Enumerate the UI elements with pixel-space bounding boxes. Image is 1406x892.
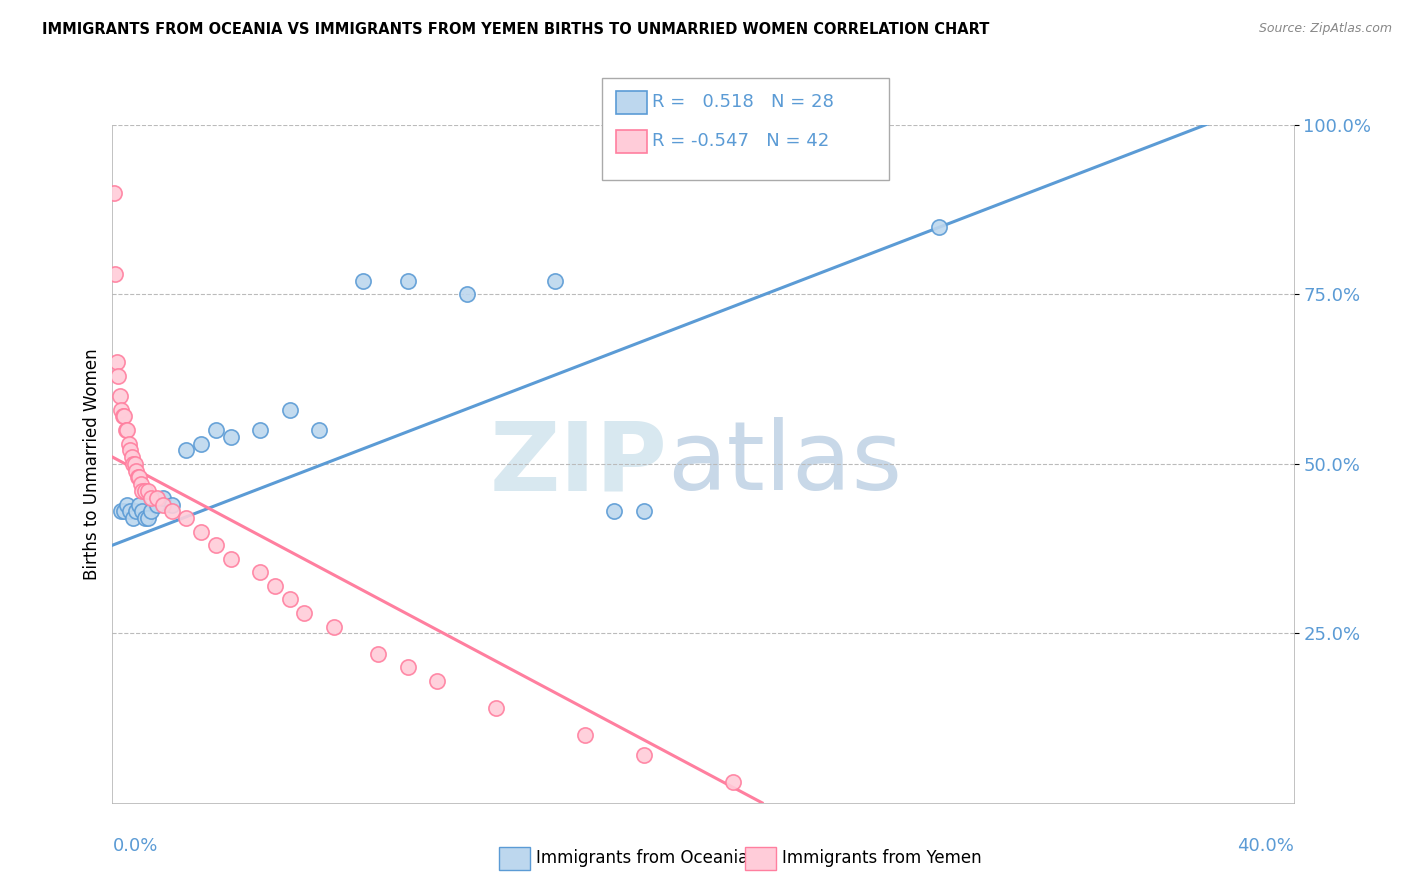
Point <box>633 504 655 518</box>
Point <box>544 274 567 288</box>
Text: atlas: atlas <box>668 417 903 510</box>
Point <box>125 504 148 518</box>
Point <box>152 491 174 505</box>
Y-axis label: Births to Unmarried Women: Births to Unmarried Women <box>83 348 101 580</box>
Point <box>139 491 162 505</box>
Point <box>103 186 125 200</box>
Point <box>367 647 389 661</box>
Point <box>152 498 174 512</box>
Point <box>117 498 138 512</box>
Point <box>124 457 146 471</box>
Point <box>136 483 159 498</box>
Point <box>190 524 212 539</box>
Point <box>112 409 135 424</box>
Point <box>146 498 169 512</box>
Point <box>396 660 419 674</box>
Point <box>136 511 159 525</box>
Point <box>219 430 242 444</box>
Point <box>278 592 301 607</box>
Point <box>308 423 330 437</box>
Point <box>574 728 596 742</box>
Point <box>112 504 135 518</box>
Point <box>120 504 142 518</box>
Point <box>129 477 152 491</box>
Text: ZIP: ZIP <box>489 417 668 510</box>
Point <box>110 402 132 417</box>
Point <box>456 287 478 301</box>
Point <box>292 606 315 620</box>
Text: R =   0.518   N = 28: R = 0.518 N = 28 <box>652 93 834 111</box>
Point <box>107 368 129 383</box>
Point <box>114 423 136 437</box>
Point <box>108 389 131 403</box>
Point <box>721 775 744 789</box>
Point <box>134 483 156 498</box>
Point <box>928 219 950 234</box>
Point <box>278 402 301 417</box>
Point <box>111 409 134 424</box>
Point <box>122 457 145 471</box>
Point <box>160 498 183 512</box>
Point <box>134 511 156 525</box>
Point <box>249 423 271 437</box>
Point <box>146 491 169 505</box>
Point <box>603 504 626 518</box>
Text: Immigrants from Yemen: Immigrants from Yemen <box>782 849 981 867</box>
Point <box>125 464 148 478</box>
Text: 0.0%: 0.0% <box>112 837 157 855</box>
Point <box>105 355 128 369</box>
Text: IMMIGRANTS FROM OCEANIA VS IMMIGRANTS FROM YEMEN BIRTHS TO UNMARRIED WOMEN CORRE: IMMIGRANTS FROM OCEANIA VS IMMIGRANTS FR… <box>42 22 990 37</box>
Point <box>174 443 197 458</box>
Point <box>249 566 271 580</box>
Point <box>117 423 138 437</box>
Point <box>174 511 197 525</box>
Point <box>131 483 153 498</box>
Point <box>352 274 374 288</box>
Point <box>396 274 419 288</box>
Point <box>104 267 127 281</box>
Point <box>131 504 153 518</box>
Point <box>122 511 145 525</box>
Point <box>264 579 287 593</box>
Point <box>485 701 508 715</box>
Point <box>110 504 132 518</box>
Point <box>127 470 149 484</box>
Point <box>205 423 228 437</box>
Point <box>323 619 346 633</box>
Point <box>205 538 228 552</box>
Text: Source: ZipAtlas.com: Source: ZipAtlas.com <box>1258 22 1392 36</box>
Point <box>118 436 141 450</box>
Point <box>160 504 183 518</box>
Point <box>121 450 143 464</box>
Point <box>426 673 449 688</box>
Point <box>120 443 142 458</box>
Point <box>128 498 150 512</box>
Text: Immigrants from Oceania: Immigrants from Oceania <box>536 849 748 867</box>
Point <box>190 436 212 450</box>
Point <box>139 504 162 518</box>
Text: R = -0.547   N = 42: R = -0.547 N = 42 <box>652 132 830 150</box>
Point <box>128 470 150 484</box>
Point <box>219 551 242 566</box>
Point <box>633 748 655 763</box>
Text: 40.0%: 40.0% <box>1237 837 1294 855</box>
